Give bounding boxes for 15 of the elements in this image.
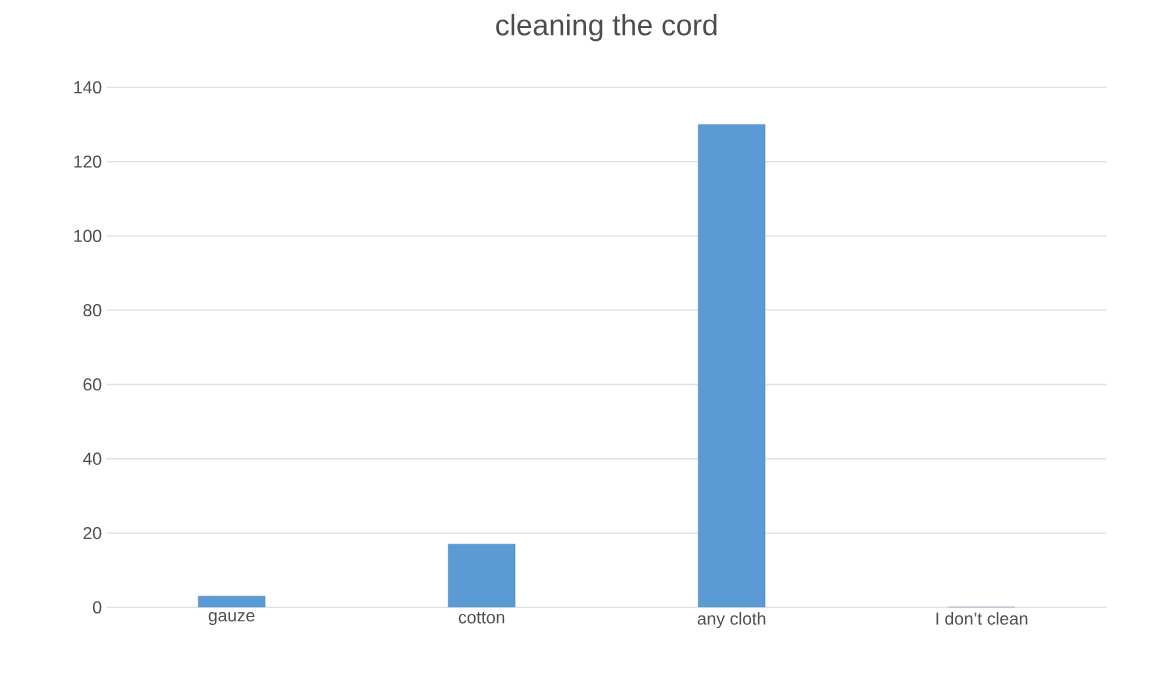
y-tick-label: 20 — [83, 526, 102, 540]
x-tick-label: any cloth — [697, 612, 766, 629]
bar — [698, 124, 766, 608]
chart-title: cleaning the cord — [496, 13, 717, 42]
y-tick-label: 120 — [74, 155, 102, 168]
y-tick-label: 100 — [74, 229, 102, 243]
y-tick-label: 60 — [83, 378, 102, 391]
y-tick-label: 140 — [74, 81, 102, 94]
x-tick-label: cotton — [458, 612, 505, 624]
x-tick-label: I don’t clean — [936, 612, 1028, 625]
y-tick-label: 80 — [83, 304, 102, 317]
y-tick-label: 40 — [83, 452, 102, 465]
bar — [448, 543, 516, 608]
x-tick-label: gauze — [208, 612, 255, 625]
y-tick-label: 0 — [92, 601, 102, 614]
